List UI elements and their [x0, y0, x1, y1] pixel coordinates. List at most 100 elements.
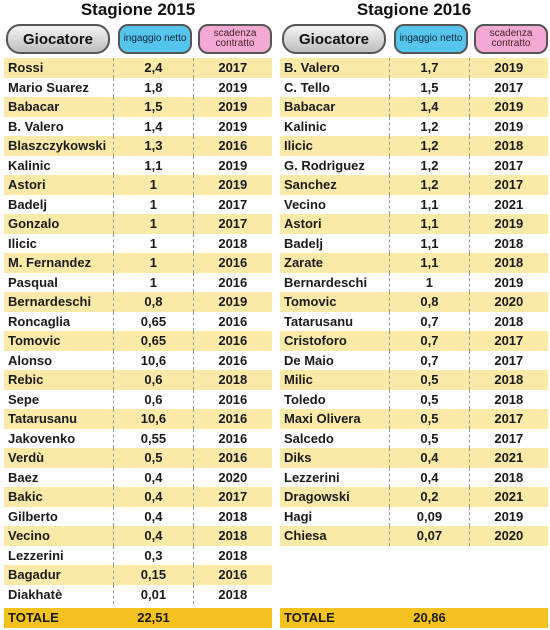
table-row: Sanchez 1,2 2017	[280, 175, 548, 195]
salary: 1,3	[113, 136, 192, 156]
table-row: Blaszczykowski 1,3 2016	[4, 136, 272, 156]
total-row: TOTALE 22,51	[4, 608, 272, 628]
salary: 1	[113, 272, 192, 292]
salary: 0,65	[113, 311, 192, 331]
player-name: Rossi	[8, 60, 44, 75]
player-name: Badelj	[284, 235, 324, 251]
contract-expiry: 2019	[192, 155, 272, 175]
table-row: Maxi Olivera 0,5 2017	[280, 409, 548, 429]
column-header: Giocatore	[282, 24, 386, 54]
salary: 0,3	[113, 545, 192, 565]
table-row: Ilicic 1 2018	[4, 233, 272, 253]
player-name: B. Valero	[284, 60, 340, 75]
player-name: C. Tello	[284, 79, 330, 95]
contract-expiry: 2016	[192, 428, 272, 448]
salary: 0,8	[389, 292, 468, 312]
player-name: G. Rodriguez	[284, 157, 365, 173]
table-row: Salcedo 0,5 2017	[280, 428, 548, 448]
table-row: Astori 1 2019	[4, 175, 272, 195]
table-row: G. Rodriguez 1,2 2017	[280, 155, 548, 175]
salary: 1,7	[389, 58, 468, 78]
table-row: Babacar 1,5 2019	[4, 97, 272, 117]
column-header: ingaggio netto	[394, 24, 468, 54]
player-name: Diakhatè	[8, 586, 63, 602]
table-row: Gonzalo 1 2017	[4, 214, 272, 234]
contract-expiry: 2017	[468, 77, 548, 97]
player-name: Pasqual	[8, 274, 58, 290]
salary: 0,2	[389, 487, 468, 507]
salary: 0,5	[389, 389, 468, 409]
salary: 1,1	[389, 233, 468, 253]
salary: 0,07	[389, 526, 468, 546]
contract-expiry: 2016	[192, 331, 272, 351]
table-row: Chiesa 0,07 2020	[280, 526, 548, 546]
contract-expiry: 2017	[192, 58, 272, 78]
player-name: De Maio	[284, 352, 334, 368]
contract-expiry: 2019	[468, 272, 548, 292]
salary: 1	[113, 214, 192, 234]
table-row: Roncaglia 0,65 2016	[4, 311, 272, 331]
contract-expiry: 2017	[468, 350, 548, 370]
contract-expiry: 2017	[192, 487, 272, 507]
table-title: Stagione 2015	[80, 0, 196, 19]
total-value: 22,51	[137, 610, 170, 625]
salary: 0,15	[113, 565, 192, 585]
contract-expiry: 2016	[192, 448, 272, 468]
table-row: Astori 1,1 2019	[280, 214, 548, 234]
salary: 1,2	[389, 175, 468, 195]
salary: 1,5	[113, 97, 192, 117]
player-name: Baez	[8, 469, 39, 485]
player-name: Rebic	[8, 372, 44, 387]
column-header: ingaggio netto	[118, 24, 192, 54]
player-name: Bakic	[8, 489, 43, 504]
table-row: Mario Suarez 1,8 2019	[4, 77, 272, 97]
player-name: Tomovic	[284, 294, 337, 309]
table-title: Stagione 2016	[356, 0, 472, 19]
player-name: M. Fernandez	[8, 255, 92, 270]
table-row: Tomovic 0,8 2020	[280, 292, 548, 312]
contract-expiry: 2018	[468, 467, 548, 487]
salary: 0,4	[113, 487, 192, 507]
player-name: Tatarusanu	[8, 411, 78, 426]
player-name: Lezzerini	[284, 469, 340, 485]
contract-expiry: 2020	[468, 526, 548, 546]
salary: 0,7	[389, 311, 468, 331]
contract-expiry: 2016	[192, 565, 272, 585]
contract-expiry: 2018	[468, 389, 548, 409]
table-row: Rossi 2,4 2017	[4, 58, 272, 78]
salary: 1	[113, 194, 192, 214]
player-name: Sepe	[8, 391, 40, 407]
table-row: Tatarusanu 10,6 2016	[4, 409, 272, 429]
contract-expiry: 2019	[192, 175, 272, 195]
player-name: Bernardeschi	[8, 294, 92, 309]
column-header: scadenza contratto	[198, 24, 272, 54]
table-row: Rebic 0,6 2018	[4, 370, 272, 390]
contract-expiry: 2018	[468, 311, 548, 331]
table-row: Lezzerini 0,4 2018	[280, 467, 548, 487]
table-row: Babacar 1,4 2019	[280, 97, 548, 117]
table-row: C. Tello 1,5 2017	[280, 77, 548, 97]
table-row: B. Valero 1,7 2019	[280, 58, 548, 78]
player-name: Babacar	[8, 99, 60, 114]
total-value: 20,86	[413, 610, 446, 625]
salary: 0,6	[113, 370, 192, 390]
player-name: B. Valero	[8, 118, 64, 134]
salary: 0,4	[389, 467, 468, 487]
contract-expiry: 2018	[468, 370, 548, 390]
player-name: Sanchez	[284, 177, 337, 192]
contract-expiry: 2020	[468, 292, 548, 312]
player-name: Vecino	[284, 196, 326, 212]
contract-expiry: 2016	[192, 272, 272, 292]
contract-expiry: 2018	[192, 526, 272, 546]
table-row: Cristoforo 0,7 2017	[280, 331, 548, 351]
column-header: Giocatore	[6, 24, 110, 54]
contract-expiry: 2016	[192, 350, 272, 370]
contract-expiry: 2019	[192, 292, 272, 312]
contract-expiry: 2017	[468, 409, 548, 429]
salary: 0,4	[113, 467, 192, 487]
contract-expiry: 2018	[468, 253, 548, 273]
contract-expiry: 2016	[192, 136, 272, 156]
contract-expiry: 2019	[192, 97, 272, 117]
table-row: Tatarusanu 0,7 2018	[280, 311, 548, 331]
contract-expiry: 2019	[468, 214, 548, 234]
